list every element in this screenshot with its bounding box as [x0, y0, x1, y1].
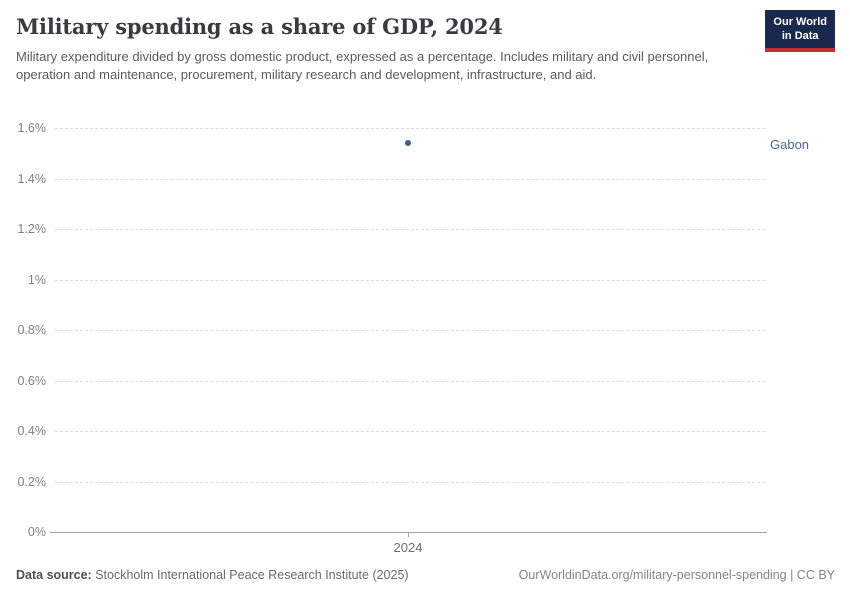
y-tick-label: 0.2%	[17, 475, 47, 489]
y-tick-label: 0%	[27, 525, 46, 539]
gridline	[55, 431, 765, 432]
chart-header: Military spending as a share of GDP, 202…	[16, 14, 850, 85]
x-tick-label: 2024	[393, 540, 423, 555]
attribution-link[interactable]: OurWorldinData.org/military-personnel-sp…	[518, 568, 835, 582]
gridline	[55, 482, 765, 483]
data-source-label: Data source:	[16, 568, 92, 582]
y-tick-label: 1.2%	[17, 222, 47, 236]
gridline	[55, 381, 765, 382]
y-tick-label: 0.6%	[17, 374, 47, 388]
y-tick-label: 1.6%	[17, 121, 47, 135]
gridline	[55, 179, 765, 180]
data-source-value: Stockholm International Peace Research I…	[91, 568, 409, 582]
owid-logo-line1: Our World	[773, 16, 827, 28]
data-point-gabon[interactable]	[405, 140, 411, 146]
owid-logo[interactable]: Our World in Data	[765, 10, 835, 52]
gridline	[55, 330, 765, 331]
data-source: Data source: Stockholm International Pea…	[16, 568, 409, 582]
y-tick-label: 1%	[27, 273, 46, 287]
chart-subtitle: Military expenditure divided by gross do…	[16, 49, 709, 83]
series-label-gabon[interactable]: Gabon	[770, 137, 810, 152]
x-axis-tick	[408, 532, 409, 537]
y-tick-label: 1.4%	[17, 172, 47, 186]
chart-footer: Data source: Stockholm International Pea…	[16, 568, 835, 582]
gridline	[55, 229, 765, 230]
owid-logo-line2: in Data	[781, 30, 819, 43]
gridline	[55, 280, 765, 281]
gridline	[55, 128, 765, 129]
y-tick-label: 0.8%	[17, 323, 47, 337]
y-tick-label: 0.4%	[17, 424, 47, 438]
page-title: Military spending as a share of GDP, 202…	[16, 14, 503, 39]
